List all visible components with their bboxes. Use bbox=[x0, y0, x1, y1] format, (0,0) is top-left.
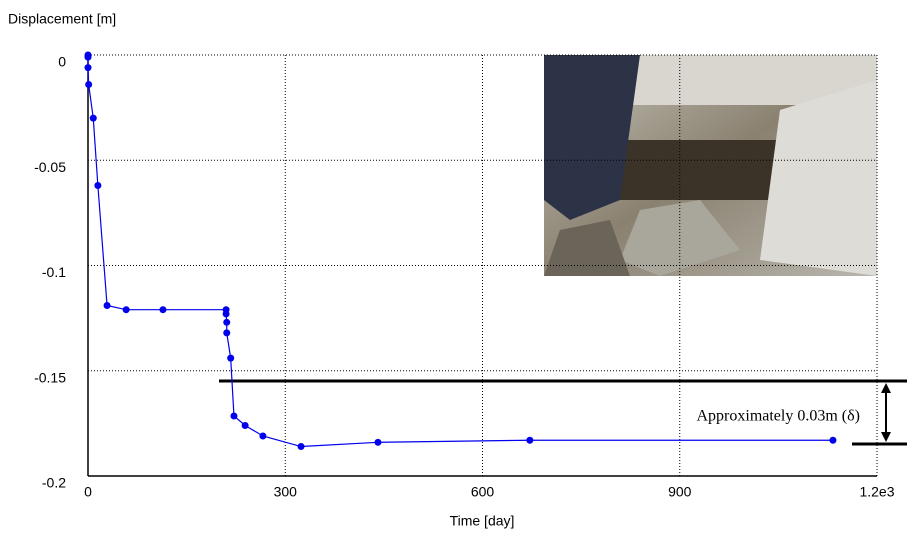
data-point bbox=[241, 421, 249, 429]
data-point bbox=[94, 182, 102, 190]
y-tick-label: -0.2 bbox=[42, 475, 66, 491]
annotation: Approximately 0.03m (δ) bbox=[696, 408, 860, 425]
data-point bbox=[89, 114, 97, 122]
data-point bbox=[85, 80, 93, 88]
x-axis-title: Time [day] bbox=[450, 513, 515, 529]
y-tick-label: -0.05 bbox=[34, 159, 66, 175]
data-point bbox=[259, 432, 267, 440]
x-tick-label: 0 bbox=[84, 484, 92, 500]
data-point bbox=[84, 53, 92, 61]
photo bbox=[544, 55, 877, 276]
data-point bbox=[374, 438, 382, 446]
data-point bbox=[222, 310, 230, 318]
data-point bbox=[84, 64, 92, 72]
data-point bbox=[223, 318, 231, 326]
data-point bbox=[829, 436, 837, 444]
data-point bbox=[103, 301, 111, 309]
data-point bbox=[227, 354, 235, 362]
x-tick-label: 600 bbox=[471, 484, 495, 500]
y-tick-label: -0.1 bbox=[42, 264, 66, 280]
x-tick-label: 1.2e3 bbox=[859, 484, 894, 500]
data-point bbox=[223, 329, 231, 337]
y-tick-label: 0 bbox=[58, 54, 66, 70]
data-point bbox=[230, 412, 238, 420]
x-tick-label: 300 bbox=[274, 484, 298, 500]
data-point bbox=[159, 306, 167, 314]
x-tick-label: 900 bbox=[668, 484, 692, 500]
data-point bbox=[526, 436, 534, 444]
y-axis-title: Displacement [m] bbox=[8, 11, 116, 27]
data-point bbox=[297, 443, 305, 451]
y-tick-label: -0.15 bbox=[34, 369, 66, 385]
annotation-arrowhead bbox=[881, 383, 891, 393]
data-point bbox=[122, 306, 130, 314]
annotation-arrowhead bbox=[881, 432, 891, 442]
